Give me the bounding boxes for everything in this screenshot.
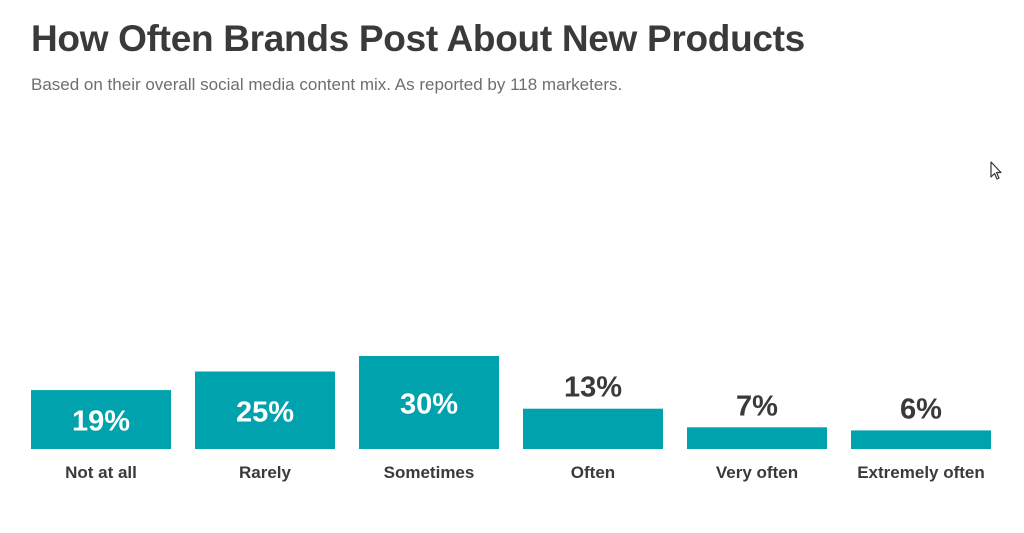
bar-1 xyxy=(195,371,335,449)
category-label-1: Rarely xyxy=(239,463,292,482)
bar-5 xyxy=(851,430,991,449)
category-label-4: Very often xyxy=(716,463,798,482)
data-label-1: 25% xyxy=(236,396,294,428)
bar-2 xyxy=(359,356,499,449)
data-label-0: 19% xyxy=(72,406,130,438)
bar-0 xyxy=(31,390,171,449)
data-label-5: 6% xyxy=(900,393,942,425)
bar-4 xyxy=(687,427,827,449)
category-label-2: Sometimes xyxy=(384,463,475,482)
category-label-5: Extremely often xyxy=(857,463,985,482)
data-label-4: 7% xyxy=(736,390,778,422)
bar-3 xyxy=(523,408,663,449)
chart-subtitle: Based on their overall social media cont… xyxy=(31,75,623,94)
mouse-cursor-icon xyxy=(990,161,1002,180)
category-label-3: Often xyxy=(571,463,615,482)
data-label-2: 30% xyxy=(400,389,458,421)
category-label-0: Not at all xyxy=(65,463,137,482)
chart-title: How Often Brands Post About New Products xyxy=(31,18,805,59)
data-label-3: 13% xyxy=(564,372,622,404)
